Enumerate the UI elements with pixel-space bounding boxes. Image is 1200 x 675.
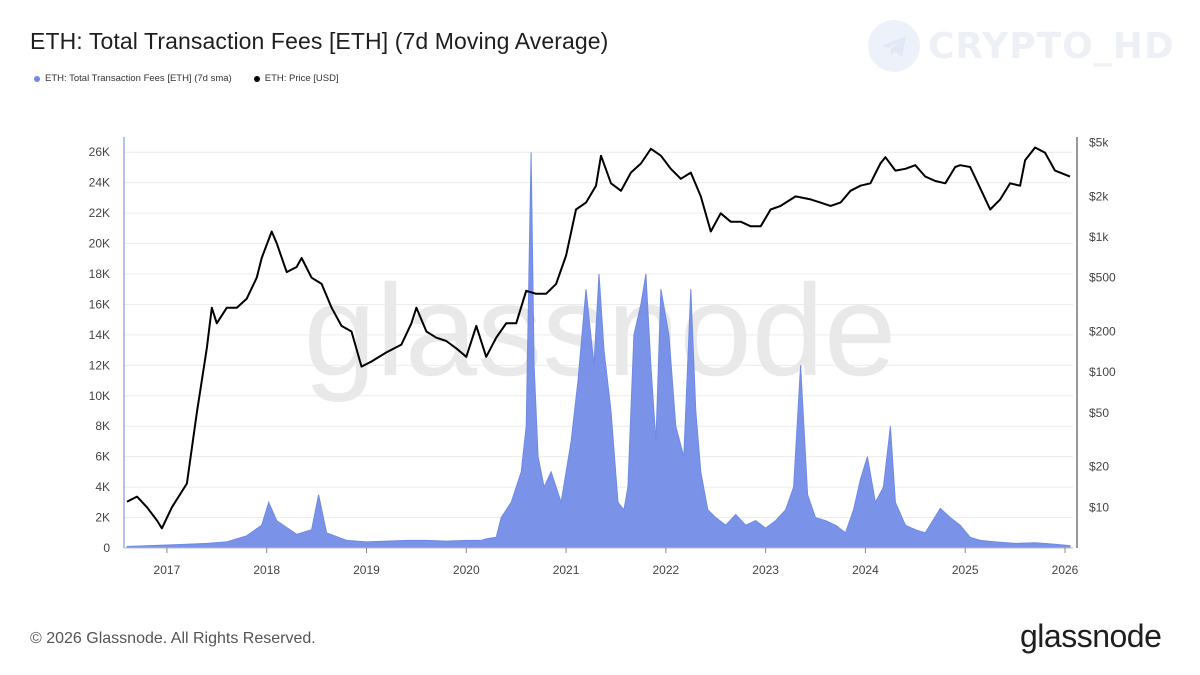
y-left-tick-label: 12K — [89, 358, 110, 372]
y-left-tick-label: 26K — [89, 145, 110, 159]
y-left-tick-label: 6K — [95, 450, 110, 464]
y-left-tick-label: 22K — [89, 206, 110, 220]
y-right-tick-label: $200 — [1089, 325, 1116, 339]
y-left-tick-label: 20K — [89, 237, 110, 251]
legend-item-fees[interactable]: ETH: Total Transaction Fees [ETH] (7d sm… — [34, 73, 232, 84]
x-tick-label: 2022 — [653, 563, 680, 577]
fees-area — [126, 152, 1071, 549]
legend-item-price[interactable]: ETH: Price [USD] — [253, 73, 339, 84]
price-line — [126, 146, 1071, 530]
x-tick-label: 2023 — [752, 563, 779, 577]
x-tick-label: 2018 — [253, 563, 280, 577]
y-left-tick-label: 10K — [89, 389, 110, 403]
legend-dot-price — [253, 75, 260, 82]
y-axis-left-ticks: 0 2K 4K 6K 8K 10K 12K 14K 16K 18K 20K 22K 24K 26K — [89, 145, 111, 555]
legend-label-price: ETH: Price [USD] — [264, 73, 339, 84]
y-right-tick-label: $5k — [1089, 136, 1109, 150]
price-line-series — [126, 146, 1071, 530]
y-right-tick-label: $500 — [1089, 271, 1116, 285]
fees-area-series — [126, 152, 1071, 549]
legend-dot-fees — [34, 75, 40, 82]
y-right-tick-label: $1k — [1089, 230, 1109, 244]
y-left-tick-label: 16K — [89, 297, 110, 311]
y-left-tick-label: 14K — [89, 328, 110, 342]
x-tick-label: 2020 — [453, 563, 480, 577]
y-right-tick-label: $100 — [1089, 365, 1116, 379]
telegram-icon — [868, 20, 920, 72]
x-tick-label: 2025 — [952, 563, 979, 577]
brand-watermark-text: CRYPTO_HD — [928, 25, 1175, 67]
y-left-tick-label: 18K — [89, 267, 110, 281]
x-tick-label: 2021 — [553, 563, 580, 577]
chart-legend: ETH: Total Transaction Fees [ETH] (7d sm… — [34, 73, 339, 84]
y-right-tick-label: $10 — [1089, 500, 1109, 514]
x-tick-label: 2026 — [1052, 563, 1079, 577]
y-left-tick-label: 0 — [103, 541, 110, 555]
x-tick-label: 2017 — [154, 563, 181, 577]
copyright-text: © 2026 Glassnode. All Rights Reserved. — [30, 630, 316, 647]
y-left-tick-label: 4K — [95, 480, 110, 494]
y-right-tick-label: $50 — [1089, 406, 1109, 420]
x-tick-label: 2024 — [852, 563, 879, 577]
legend-label-fees: ETH: Total Transaction Fees [ETH] (7d sm… — [45, 73, 232, 84]
chart-axes — [123, 137, 1078, 549]
chart-title: ETH: Total Transaction Fees [ETH] (7d Mo… — [30, 28, 609, 54]
y-axis-right-ticks: $10 $20 $50 $100 $200 $500 $1k $2k $5k — [1089, 136, 1116, 515]
y-left-tick-label: 2K — [95, 511, 110, 525]
y-right-tick-label: $2k — [1089, 189, 1109, 203]
y-right-tick-label: $20 — [1089, 460, 1109, 474]
y-left-tick-label: 24K — [89, 176, 110, 190]
brand-watermark: CRYPTO_HD — [868, 20, 1175, 72]
y-left-tick-label: 8K — [95, 419, 110, 433]
x-axis-ticks: 2017 2018 2019 2020 2021 2022 2023 2024 2025 2026 — [154, 548, 1079, 577]
x-tick-label: 2019 — [353, 563, 380, 577]
glassnode-logo[interactable]: glassnode — [1020, 618, 1162, 654]
